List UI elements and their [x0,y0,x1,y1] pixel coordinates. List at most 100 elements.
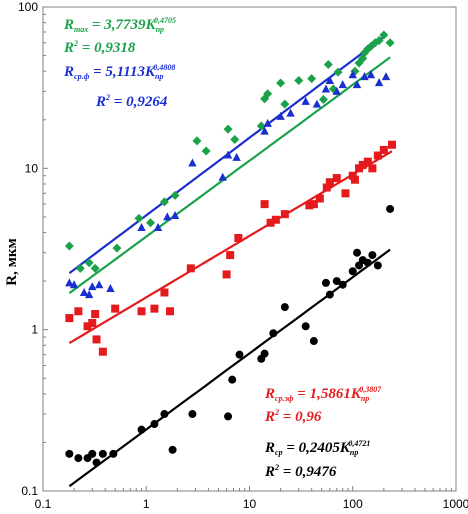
diamond-point [280,99,290,109]
square-point [322,183,331,192]
x-tick-label: 1 [143,497,150,511]
diamond-point [230,134,240,144]
circle-point [65,449,74,458]
y-tick-label: 1 [31,323,38,337]
triangle-point [360,72,369,81]
square-point [260,200,269,209]
red-r2-val: = 0,96 [279,409,322,425]
black-equation: Rср = 0,2405Kпр0,4721 [264,439,370,457]
diamond-point [385,38,395,48]
triangle-point [276,111,285,120]
circle-point [109,449,118,458]
diamond-point [134,213,144,223]
circle-point [280,303,289,312]
triangle-point [84,290,94,299]
diamond-point [170,190,180,200]
circle-point [338,280,347,289]
triangle-point [188,158,197,167]
y-tick-label: 100 [18,0,38,14]
y-tick-label: 10 [25,161,39,175]
red-r2-r: R [264,409,275,425]
triangle-point [332,86,341,95]
circle-point [74,454,83,463]
circle-point [228,375,237,384]
square-point [111,304,120,313]
square-point [271,215,280,224]
triangle-point [170,211,180,220]
blue-eq-sub: ср.ф [74,72,90,81]
triangle-point [338,80,347,89]
triangle-point [88,282,97,291]
triangle-point [374,78,384,87]
triangle-point [301,96,310,105]
diamond-point [256,121,266,131]
circle-point [188,410,197,419]
green-eq-r: R [63,17,74,33]
x-tick-label: 0.1 [35,497,52,511]
circle-point [353,248,362,257]
diamond-point [159,197,169,207]
red-r2-sup: 2 [274,408,279,417]
green-eq-ksub: пр [156,25,164,34]
square-point [166,307,175,316]
green-r2-r: R [63,40,74,56]
green-r2: R2 = 0,9318 [63,39,136,56]
black-eq-k: K [339,440,351,456]
green-r2-val: = 0,9318 [78,40,136,56]
square-point [363,157,372,166]
triangle-point [223,150,233,159]
black-eq-mid: = 0,2405 [283,440,341,456]
diamond-point [84,258,94,268]
square-point [266,218,275,227]
triangle-point [286,108,295,117]
triangle-point [366,70,376,79]
diamond-point [112,243,122,253]
blue-r2-sup: 2 [105,93,110,102]
square-point [226,251,235,260]
triangle-point [137,222,146,231]
circle-point [88,449,97,458]
square-point [341,189,350,198]
circle-point [260,349,269,358]
black-r2-sup: 2 [274,463,279,472]
circle-point [92,458,101,467]
diamond-point [276,78,286,88]
y-tick-label: 0.1 [21,484,38,498]
square-point [325,178,334,187]
trend-line [68,248,391,488]
square-point [358,160,367,169]
diamond-point [192,136,202,146]
y-axis-label: R, мкм [4,238,20,285]
blue-eq-r: R [63,64,74,80]
blue-eq-mid: = 5,1113 [89,64,145,80]
black-r2: R2 = 0,9476 [264,463,337,480]
square-point [379,145,388,154]
diamond-point [90,263,100,273]
black-eq-ksub: пр [350,448,358,457]
red-equation: Rср.эф = 1,5861Kпр0,3807 [264,385,382,403]
diamond-point [318,95,328,105]
red-r2: R2 = 0,96 [264,408,322,425]
circle-point [325,290,334,299]
blue-eq-ksub: пр [155,72,163,81]
circle-point [301,322,310,331]
diamond-point [323,60,333,70]
square-point [280,210,289,219]
diamond-point [201,146,211,156]
x-tick-label: 1000 [443,497,468,511]
circle-point [235,350,244,359]
diamond-point [379,30,389,40]
circle-point [150,420,159,429]
square-point [74,307,83,316]
square-point [65,314,74,323]
trend-lines [68,34,393,488]
square-point [150,304,159,313]
circle-point [363,258,372,267]
square-point [388,140,397,149]
circle-point [348,267,357,276]
black-eq-exp: 0,4721 [348,439,370,448]
blue-equation: Rср.ф = 5,1113Kпр0,4808 [63,63,175,81]
square-point [186,264,195,273]
diamond-point [75,263,85,273]
diamond-point [263,89,273,99]
